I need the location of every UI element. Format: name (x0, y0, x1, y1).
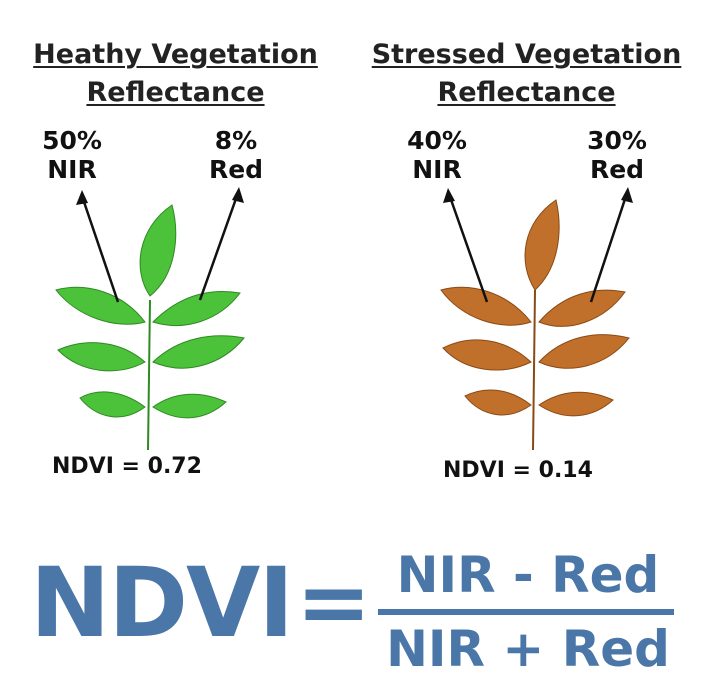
healthy-nir-label: 50% NIR (32, 126, 112, 184)
healthy-nir-name: NIR (47, 155, 97, 184)
stressed-nir-label: 40% NIR (397, 126, 477, 184)
healthy-red-label: 8% Red (196, 126, 276, 184)
stressed-title-line2: Reflectance (437, 77, 616, 108)
formula-fraction-bar (378, 609, 674, 615)
healthy-red-name: Red (208, 155, 264, 184)
healthy-vegetation-panel: Heathy Vegetation Reflectance 50% NIR 8%… (0, 0, 351, 500)
stressed-title: Stressed Vegetation Reflectance (351, 36, 702, 112)
healthy-red-percent: 8% (214, 126, 258, 155)
formula-equals-sign: = (296, 550, 372, 655)
healthy-title: Heathy Vegetation Reflectance (0, 36, 351, 112)
stressed-arrows (443, 187, 633, 303)
stressed-leaf-illustration (440, 187, 633, 451)
stressed-nir-percent: 40% (407, 126, 467, 155)
healthy-title-line1: Heathy Vegetation (33, 39, 318, 70)
healthy-leaf (55, 204, 245, 451)
stressed-red-percent: 30% (587, 126, 647, 155)
stressed-ndvi-value: NDVI = 0.14 (443, 458, 593, 483)
healthy-nir-percent: 50% (42, 126, 102, 155)
stressed-red-label: 30% Red (577, 126, 657, 184)
stressed-title-line1: Stressed Vegetation (371, 39, 682, 70)
healthy-leaf-illustration (55, 187, 245, 451)
healthy-arrows (76, 187, 244, 303)
formula-numerator: NIR - Red (396, 546, 660, 604)
healthy-title-line2: Reflectance (86, 77, 265, 108)
formula-denominator: NIR + Red (386, 620, 670, 678)
ndvi-formula: NDVI = NIR - Red NIR + Red (0, 520, 702, 700)
stressed-red-name: Red (589, 155, 645, 184)
formula-lhs: NDVI (30, 547, 294, 659)
stressed-nir-name: NIR (412, 155, 462, 184)
healthy-ndvi-value: NDVI = 0.72 (52, 454, 202, 479)
stressed-leaf (440, 199, 630, 451)
stressed-vegetation-panel: Stressed Vegetation Reflectance 40% NIR … (351, 0, 702, 500)
